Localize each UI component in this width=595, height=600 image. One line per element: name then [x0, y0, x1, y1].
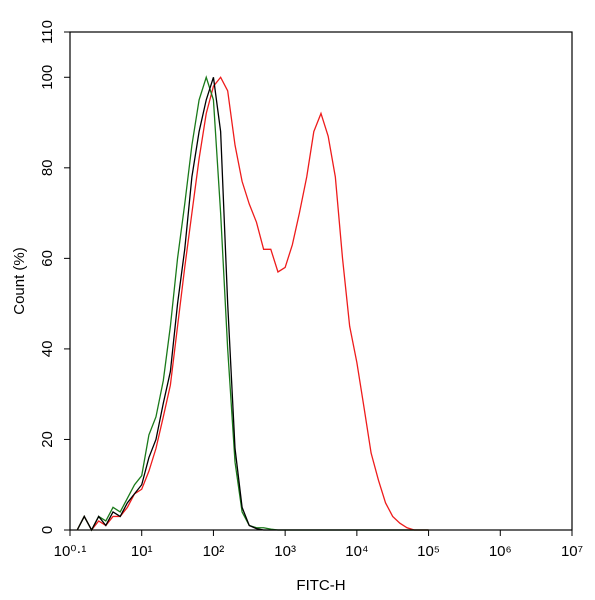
series-line: [76, 75, 429, 532]
x-axis-label: FITC-H: [296, 577, 345, 594]
x-tick-label: 10⁰·¹: [54, 543, 87, 560]
x-tick-label: 10⁷: [561, 543, 583, 560]
y-tick-label: 80: [39, 159, 56, 176]
x-tick-label: 10¹: [131, 543, 153, 560]
y-tick-label: 110: [39, 20, 56, 44]
x-tick-label: 10⁶: [489, 543, 512, 560]
x-tick-label: 10⁵: [417, 543, 440, 560]
series-line: [76, 77, 429, 532]
y-tick-label: 0: [39, 526, 56, 534]
x-tick-label: 10⁴: [345, 543, 368, 560]
y-tick-label: 60: [39, 250, 56, 267]
x-tick-label: 10²: [203, 543, 225, 560]
y-tick-label: 20: [39, 431, 56, 448]
series-line: [76, 76, 429, 532]
y-tick-label: 100: [39, 65, 56, 90]
y-axis-label: Count (%): [11, 247, 28, 315]
x-tick-label: 10³: [274, 543, 296, 560]
y-tick-label: 40: [39, 341, 56, 358]
